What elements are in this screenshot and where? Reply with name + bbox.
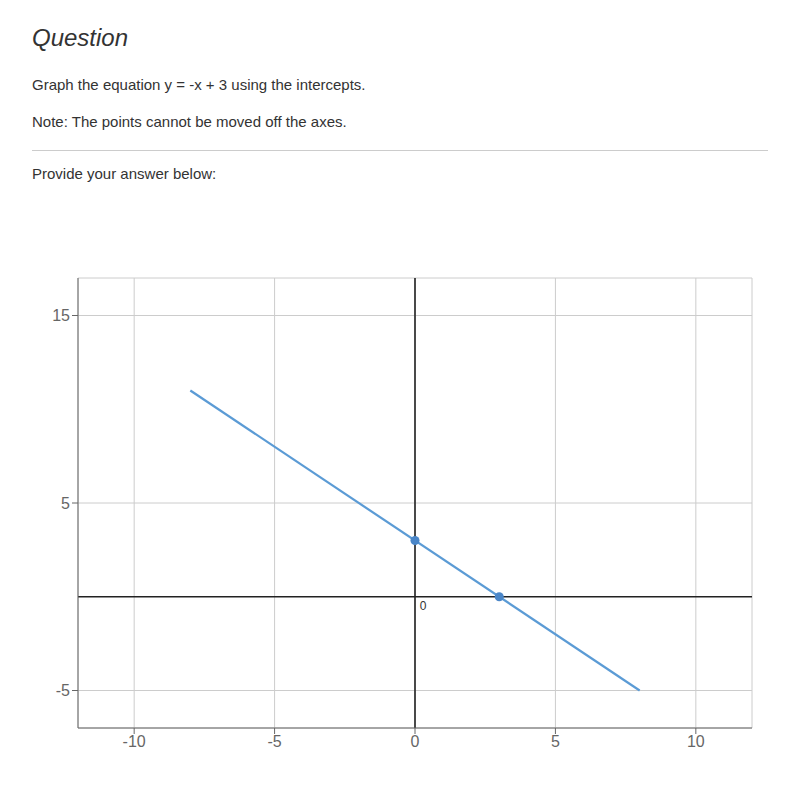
svg-text:-5: -5 xyxy=(267,733,281,750)
svg-text:0: 0 xyxy=(411,733,420,750)
html-text:Question: Question xyxy=(32,24,129,51)
svg-text:5: 5 xyxy=(551,733,560,750)
svg-text:0: 0 xyxy=(420,599,427,613)
svg-text:10: 10 xyxy=(687,733,705,750)
svg-text:-10: -10 xyxy=(123,733,146,750)
svg-text:5: 5 xyxy=(61,495,70,512)
html-text:Provide your answer below:: Provide your answer below: xyxy=(32,165,217,182)
svg-text:-5: -5 xyxy=(56,682,70,699)
html-text:Graph the equation y = -x + 3: Graph the equation y = -x + 3 using the … xyxy=(32,76,366,93)
html-text:Note: The points cannot be mov: Note: The points cannot be moved off the… xyxy=(32,113,347,130)
svg-text:15: 15 xyxy=(52,307,70,324)
